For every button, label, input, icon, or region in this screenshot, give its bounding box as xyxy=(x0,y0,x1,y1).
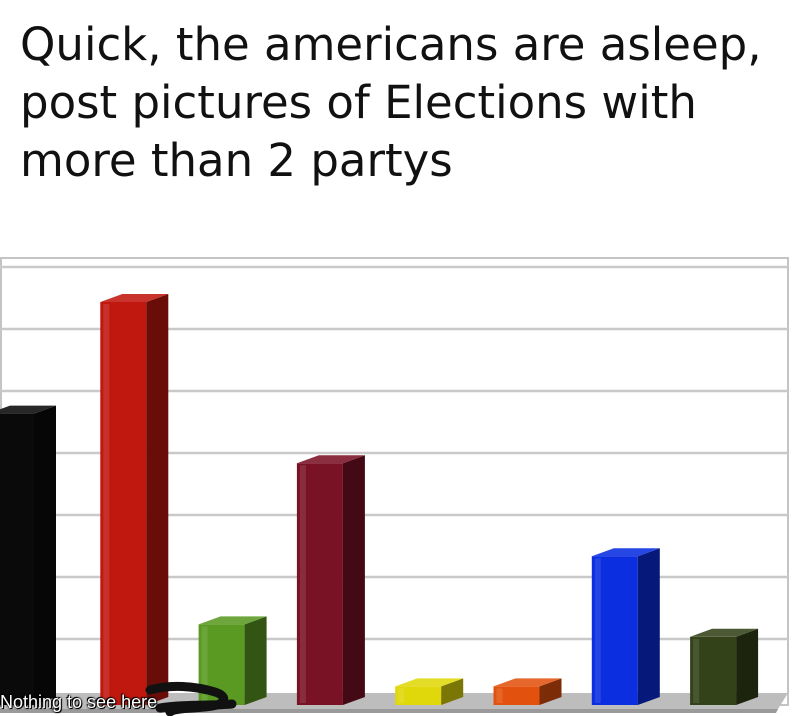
bar-highlight xyxy=(103,304,110,703)
bar-highlight xyxy=(594,558,601,703)
meme-caption: Quick, the americans are asleep, post pi… xyxy=(20,18,762,187)
bar xyxy=(591,548,660,705)
bar xyxy=(395,678,464,705)
bar-side-face xyxy=(146,294,169,705)
bar-front-face xyxy=(0,413,34,705)
bar-side-face xyxy=(736,628,759,705)
bar xyxy=(296,455,365,705)
bar-front-face xyxy=(493,686,540,705)
bar-highlight xyxy=(299,465,306,703)
scribble-mark xyxy=(145,681,237,716)
bar-highlight xyxy=(201,626,208,703)
bar-top-face xyxy=(591,548,660,557)
bar-highlight xyxy=(496,688,503,703)
bar-top-face xyxy=(296,455,365,464)
bar-top-face xyxy=(0,405,56,414)
bar-side-face xyxy=(441,678,464,705)
bar-top-face xyxy=(690,628,759,637)
bar xyxy=(493,678,562,705)
bar xyxy=(0,405,56,705)
watermark-text: Nothing to see here xyxy=(0,692,158,712)
bar-top-face xyxy=(198,616,267,625)
bar-top-face xyxy=(395,678,464,687)
bar-side-face xyxy=(244,616,267,705)
bar-top-face xyxy=(100,294,169,302)
bar-side-face xyxy=(342,455,365,705)
bar-side-face xyxy=(637,548,660,705)
bar xyxy=(690,628,759,705)
bar-side-face xyxy=(34,405,56,705)
bar-highlight xyxy=(398,688,405,703)
bar-front-face xyxy=(395,686,442,705)
bar-top-face xyxy=(493,678,562,687)
bar-highlight xyxy=(693,638,700,703)
bar xyxy=(100,294,169,705)
bar-side-face xyxy=(539,678,562,705)
